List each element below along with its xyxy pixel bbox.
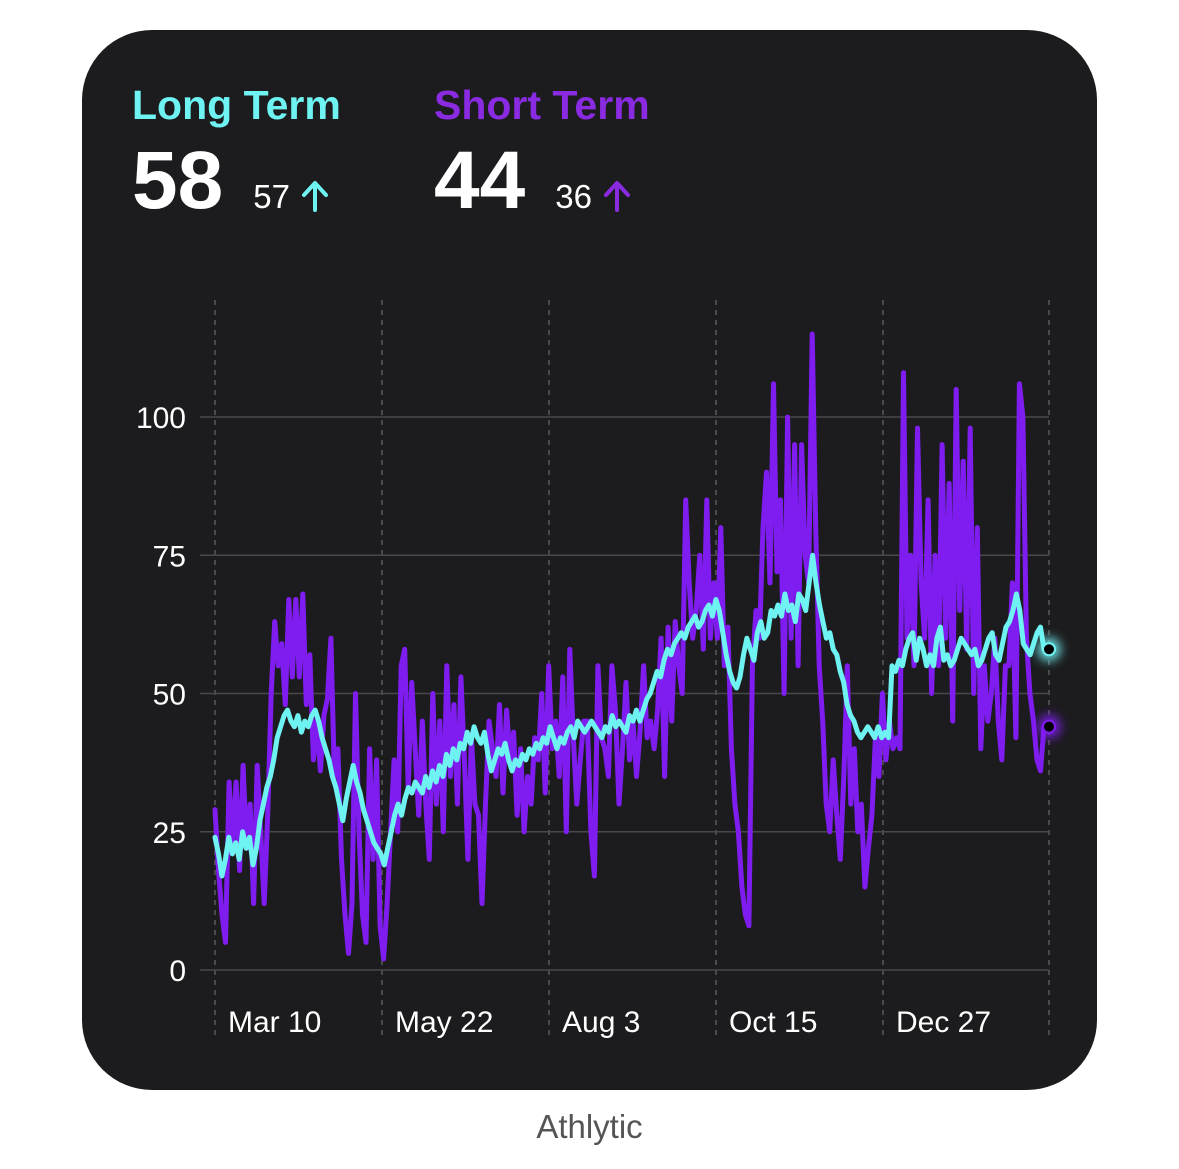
short-term-end-marker (1042, 719, 1056, 734)
training-load-chart: 0 25 50 75 100 Mar 10 May 22 Aug 3 Oct 15 Dec 27 (136, 300, 1061, 1040)
y-tick-label: 100 (136, 402, 186, 435)
athlytic-widget[interactable]: Long Term 58 57 Short Term 44 36 0 25 50 75… (82, 30, 1097, 1090)
y-tick-label: 0 (169, 955, 186, 988)
y-tick-label: 50 (153, 679, 186, 712)
arrow-up-icon (300, 180, 330, 212)
short-term-series-line (212, 331, 1047, 962)
x-tick-label: Dec 27 (896, 1006, 991, 1039)
arrow-up-icon (602, 180, 632, 212)
x-tick-label: Mar 10 (228, 1006, 321, 1039)
short-term-previous: 36 (555, 178, 592, 215)
long-term-label: Long Term (132, 82, 341, 128)
x-tick-label: Aug 3 (562, 1006, 640, 1039)
short-term-value: 44 (434, 135, 526, 226)
long-term-value: 58 (132, 135, 224, 226)
long-term-metric: Long Term 58 57 (132, 82, 341, 226)
long-term-end-marker (1042, 642, 1056, 657)
y-tick-label: 75 (153, 540, 186, 573)
y-tick-label: 25 (153, 817, 186, 850)
short-term-metric: Short Term 44 36 (434, 82, 650, 226)
x-tick-label: Oct 15 (729, 1006, 817, 1039)
long-term-series-line (212, 552, 1047, 879)
long-term-previous: 57 (253, 178, 290, 215)
app-name-label: Athlytic (536, 1108, 643, 1145)
short-term-label: Short Term (434, 82, 650, 128)
x-tick-label: May 22 (395, 1006, 493, 1039)
